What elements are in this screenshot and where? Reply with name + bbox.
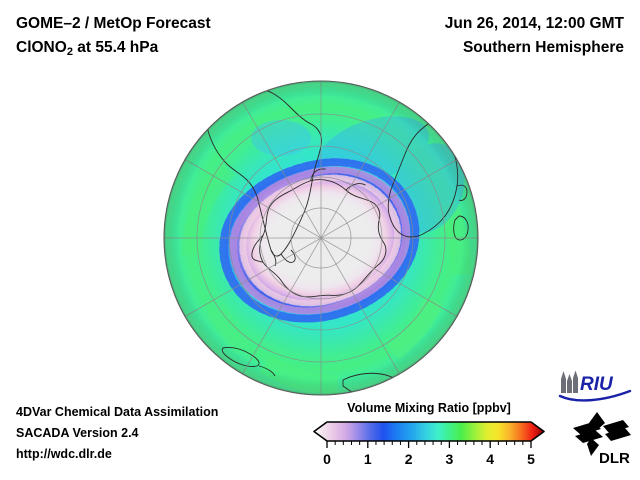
colorbar-tick-labels: 0 1 2 3 4 5 — [323, 451, 535, 467]
riu-logo-svg: RIU — [558, 370, 632, 402]
riu-logo-text: RIU — [580, 374, 614, 395]
colorbar-tick-label: 2 — [405, 451, 413, 467]
colorbar-ticks — [326, 441, 532, 448]
colorbar: Volume Mixing Ratio [ppbv] 0 1 2 3 4 5 — [313, 400, 545, 472]
dlr-logo: DLR — [567, 410, 633, 468]
globe-limb-shading — [164, 81, 478, 395]
timestamp-label: Jun 26, 2014, 12:00 GMT — [444, 15, 624, 32]
riu-towers-icon — [561, 370, 578, 393]
data-center-url[interactable]: http://wdc.dlr.de — [16, 447, 112, 461]
riu-swoosh-icon — [558, 389, 632, 402]
title-species-level: ClONO2 at 55.4 hPa — [16, 36, 316, 64]
colorbar-tick-label: 3 — [446, 451, 454, 467]
species-subscript: 2 — [66, 46, 73, 58]
header-right-block: Jun 26, 2014, 12:00 GMT Southern Hemisph… — [324, 12, 624, 60]
colorbar-svg: 0 1 2 3 4 5 — [313, 421, 545, 467]
colorbar-tick-label: 0 — [323, 451, 331, 467]
colorbar-tick-label: 1 — [364, 451, 372, 467]
dlr-logo-svg: DLR — [573, 412, 631, 467]
polar-map — [163, 80, 479, 396]
globe-contents — [164, 81, 478, 395]
colorbar-gradient-bar — [313, 421, 545, 442]
globe-svg — [163, 80, 479, 396]
riu-logo: RIU — [557, 369, 633, 403]
header-left-block: GOME–2 / MetOp Forecast ClONO2 at 55.4 h… — [16, 12, 316, 64]
dlr-logo-text: DLR — [599, 450, 630, 467]
colorbar-tick-label: 4 — [486, 451, 494, 467]
footer-left-block: 4DVar Chemical Data Assimilation SACADA … — [16, 402, 316, 465]
species-name: ClONO — [16, 39, 67, 56]
title-instrument: GOME–2 / MetOp Forecast — [16, 15, 211, 32]
dlr-mark-icon — [573, 412, 631, 456]
colorbar-tick-label: 5 — [527, 451, 535, 467]
hemisphere-label: Southern Hemisphere — [462, 39, 624, 56]
colorbar-title: Volume Mixing Ratio [ppbv] — [347, 401, 511, 415]
method-label: 4DVar Chemical Data Assimilation — [16, 405, 219, 419]
globe-outline — [163, 80, 479, 396]
pressure-level-label: at 55.4 hPa — [72, 39, 159, 56]
version-label: SACADA Version 2.4 — [16, 426, 139, 440]
